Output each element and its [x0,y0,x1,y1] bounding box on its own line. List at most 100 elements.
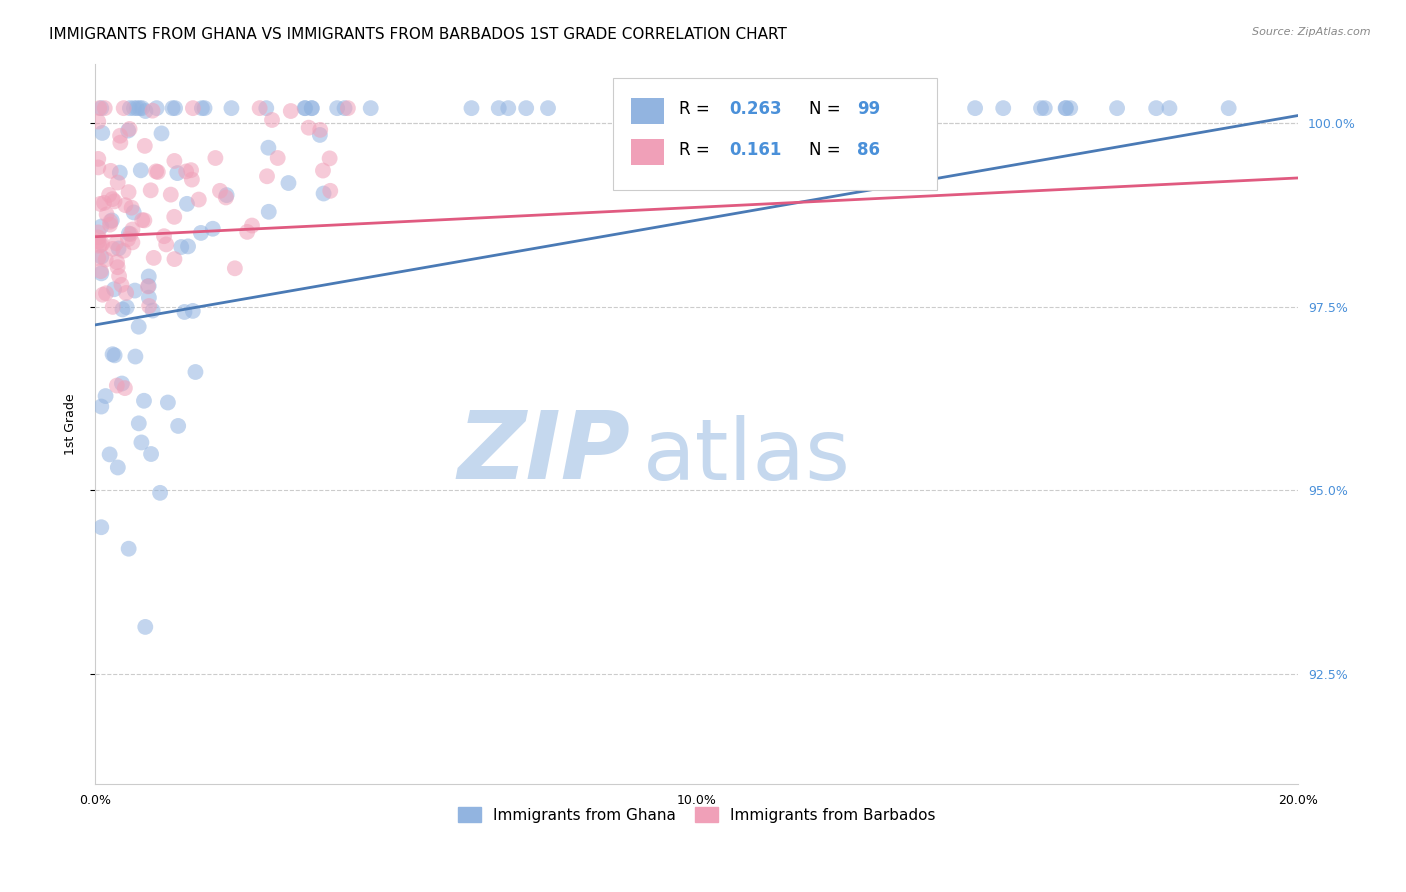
Point [177,239,200,253]
Point [165,101,187,115]
Point [142,251,165,265]
Point [98,447,121,461]
Point [319,184,342,198]
Point [312,186,335,201]
Point [280,103,302,118]
Point [155,237,177,252]
Point [107,242,129,256]
Point [93,195,115,210]
Point [333,101,356,115]
Point [90,101,112,115]
Point [191,101,214,115]
Point [488,101,510,115]
Point [163,153,186,168]
Point [115,300,138,314]
Point [94,252,117,267]
Point [134,103,156,118]
Point [107,176,129,190]
Point [236,225,259,239]
Point [91,236,114,251]
Point [122,205,145,219]
Point [201,221,224,235]
Point [89,197,111,211]
Point [145,101,167,115]
Point [101,213,124,227]
Point [298,120,321,135]
Point [115,285,138,300]
Point [121,235,143,250]
Point [108,166,131,180]
Point [699,101,721,115]
Point [1059,101,1081,115]
Point [138,291,160,305]
Point [94,389,117,403]
Point [145,164,167,178]
Point [671,101,693,115]
Text: R =: R = [679,142,714,160]
Point [915,101,938,115]
Point [101,347,124,361]
Point [204,151,226,165]
Point [112,244,135,258]
Point [184,365,207,379]
Point [221,101,243,115]
Point [128,319,150,334]
Point [121,222,143,236]
Point [91,287,114,301]
Point [673,101,696,115]
Point [87,161,110,175]
Point [1144,101,1167,115]
Point [256,169,278,184]
Point [105,378,128,392]
Point [993,101,1015,115]
Point [181,304,204,318]
Legend: Immigrants from Ghana, Immigrants from Barbados: Immigrants from Ghana, Immigrants from B… [451,799,943,830]
Point [741,101,763,115]
Point [156,395,179,409]
Point [173,305,195,319]
Bar [631,98,664,124]
Point [167,419,190,434]
Point [181,101,204,115]
Point [117,185,139,199]
Point [260,112,283,127]
Point [190,226,212,240]
Point [98,215,121,229]
Point [1159,101,1181,115]
Point [208,184,231,198]
Point [138,269,160,284]
Point [124,350,146,364]
Point [87,251,110,265]
Point [98,218,121,232]
Point [111,302,134,317]
Point [134,620,156,634]
Point [142,303,165,318]
Point [153,229,176,244]
Point [515,101,537,115]
Point [496,101,519,115]
Point [89,101,111,115]
FancyBboxPatch shape [613,78,938,190]
Point [120,227,142,241]
Point [118,227,141,241]
Point [91,126,114,140]
Point [1033,101,1056,115]
Point [193,101,215,115]
Point [101,300,124,314]
Point [176,197,198,211]
Text: N =: N = [808,142,841,160]
Point [688,101,710,115]
Point [149,486,172,500]
Point [240,219,263,233]
Point [107,260,129,275]
Point [318,152,340,166]
Bar [631,139,664,165]
Point [301,101,323,115]
Point [118,101,141,115]
Text: 99: 99 [856,101,880,119]
Point [1054,101,1077,115]
Text: atlas: atlas [643,415,851,498]
Point [657,101,679,115]
Point [619,101,641,115]
Text: 0.263: 0.263 [730,101,782,119]
